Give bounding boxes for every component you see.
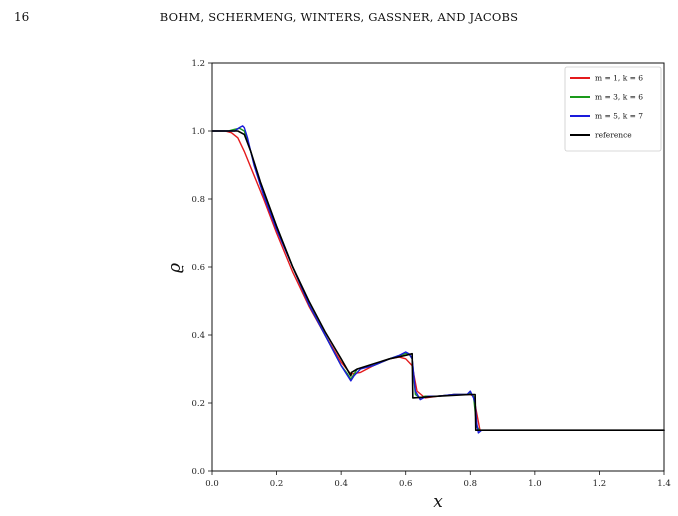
legend-label-3: m = 5, k = 7	[595, 112, 643, 121]
legend-label-2: m = 3, k = 6	[595, 93, 643, 102]
x-tick-label: 1.0	[528, 479, 542, 489]
x-tick-label: 0.4	[334, 479, 348, 489]
series-line-2	[211, 127, 665, 431]
x-axis-label: x	[433, 492, 443, 512]
y-tick-label: 1.2	[191, 59, 205, 69]
running-head: BOHM, SCHERMENG, WINTERS, GASSNER, AND J…	[159, 10, 519, 24]
y-tick-label: 0.0	[191, 467, 205, 477]
y-axis-ticks: 0.0 0.2 0.4 0.6 0.8 1.0 1.2	[191, 59, 212, 477]
series-line-1	[211, 130, 665, 431]
y-axis-label: ϱ	[165, 263, 185, 273]
series-line-4	[211, 130, 665, 431]
y-tick-label: 0.6	[191, 263, 205, 273]
x-tick-label: 0.6	[399, 479, 413, 489]
legend-box	[564, 66, 662, 152]
x-tick-label: 1.2	[593, 479, 607, 489]
x-axis-ticks: 0.0 0.2 0.4 0.6 0.8 1.0 1.2 1.4	[205, 471, 671, 489]
x-tick-label: 0.0	[205, 479, 219, 489]
y-tick-label: 0.2	[191, 399, 205, 409]
y-tick-label: 0.8	[191, 195, 205, 205]
x-tick-label: 0.8	[464, 479, 478, 489]
x-tick-label: 0.2	[270, 479, 284, 489]
plot-series-group	[211, 125, 665, 434]
y-tick-label: 0.4	[191, 331, 205, 341]
y-tick-label: 1.0	[191, 127, 205, 137]
x-tick-label: 1.4	[657, 479, 671, 489]
series-line-3	[211, 125, 665, 434]
legend: m = 1, k = 6 m = 3, k = 6 m = 5, k = 7 refe…	[564, 66, 662, 152]
legend-label-1: m = 1, k = 6	[595, 74, 643, 83]
page-number: 16	[14, 10, 30, 24]
legend-label-4: reference	[595, 131, 632, 140]
